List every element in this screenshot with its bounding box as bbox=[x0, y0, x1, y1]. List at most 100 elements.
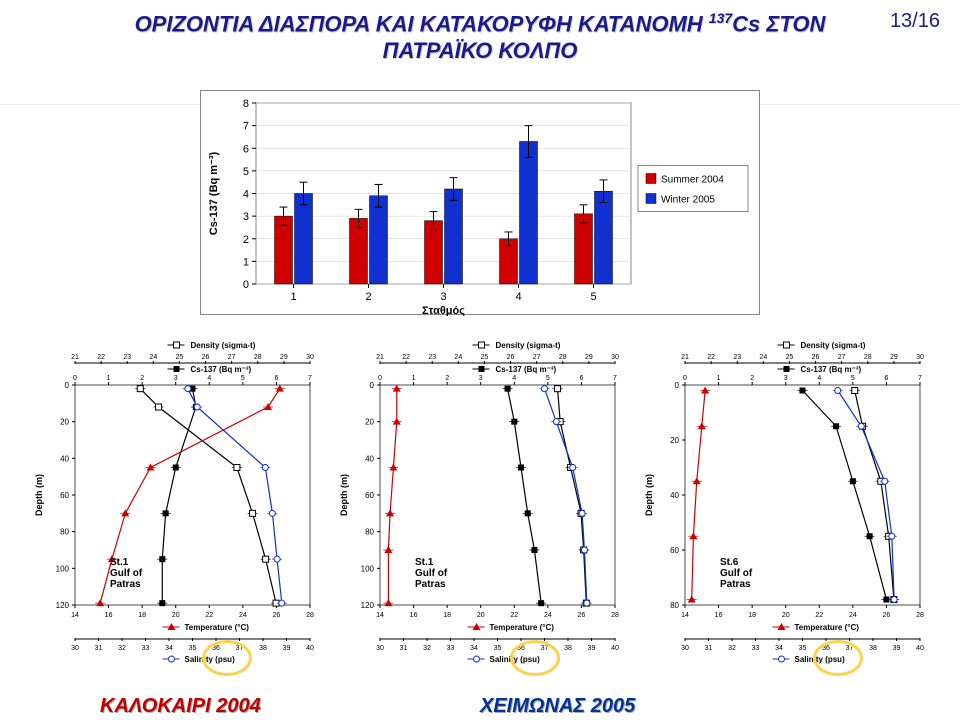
svg-text:80: 80 bbox=[365, 528, 374, 537]
svg-text:14: 14 bbox=[71, 612, 79, 619]
svg-text:4: 4 bbox=[207, 375, 211, 382]
main-bar-chart: 01234567812345Cs-137 (Bq m⁻³)ΣταθμόςSumm… bbox=[200, 90, 760, 315]
svg-text:40: 40 bbox=[611, 645, 619, 652]
svg-text:30: 30 bbox=[71, 645, 79, 652]
svg-text:20: 20 bbox=[365, 418, 374, 427]
svg-text:26: 26 bbox=[202, 354, 210, 361]
svg-text:28: 28 bbox=[306, 612, 314, 619]
svg-text:26: 26 bbox=[273, 612, 281, 619]
svg-text:33: 33 bbox=[142, 645, 150, 652]
svg-text:3: 3 bbox=[784, 375, 788, 382]
svg-text:40: 40 bbox=[365, 454, 374, 463]
svg-text:39: 39 bbox=[893, 645, 901, 652]
svg-text:14: 14 bbox=[376, 612, 384, 619]
svg-text:39: 39 bbox=[588, 645, 596, 652]
svg-text:23: 23 bbox=[733, 354, 741, 361]
svg-text:30: 30 bbox=[611, 354, 619, 361]
svg-text:3: 3 bbox=[440, 291, 446, 303]
svg-text:23: 23 bbox=[428, 354, 436, 361]
svg-text:0: 0 bbox=[683, 375, 687, 382]
svg-text:St.1: St.1 bbox=[415, 557, 434, 568]
svg-text:Depth (m): Depth (m) bbox=[644, 474, 654, 516]
svg-text:32: 32 bbox=[118, 645, 126, 652]
svg-text:Depth (m): Depth (m) bbox=[339, 474, 349, 516]
svg-text:26: 26 bbox=[883, 612, 891, 619]
svg-text:5: 5 bbox=[241, 375, 245, 382]
svg-text:St.6: St.6 bbox=[720, 557, 739, 568]
profile-1: 020406080100120Depth (m)2122232425262728… bbox=[30, 335, 320, 670]
svg-text:0: 0 bbox=[675, 381, 680, 390]
svg-text:Σταθμός: Σταθμός bbox=[422, 305, 465, 316]
svg-text:29: 29 bbox=[280, 354, 288, 361]
svg-text:24: 24 bbox=[759, 354, 767, 361]
svg-text:38: 38 bbox=[869, 645, 877, 652]
svg-text:35: 35 bbox=[799, 645, 807, 652]
svg-text:22: 22 bbox=[97, 354, 105, 361]
svg-text:Patras: Patras bbox=[720, 579, 751, 590]
svg-text:32: 32 bbox=[423, 645, 431, 652]
svg-text:40: 40 bbox=[670, 491, 679, 500]
svg-text:100: 100 bbox=[361, 564, 375, 573]
svg-text:25: 25 bbox=[176, 354, 184, 361]
svg-text:4: 4 bbox=[817, 375, 821, 382]
svg-text:31: 31 bbox=[400, 645, 408, 652]
svg-text:25: 25 bbox=[481, 354, 489, 361]
svg-text:20: 20 bbox=[477, 612, 485, 619]
svg-text:80: 80 bbox=[670, 601, 679, 610]
svg-text:18: 18 bbox=[138, 612, 146, 619]
highlight-oval-2 bbox=[510, 640, 560, 676]
svg-text:60: 60 bbox=[670, 546, 679, 555]
svg-text:21: 21 bbox=[681, 354, 689, 361]
svg-text:Cs-137 (Bq m⁻³): Cs-137 (Bq m⁻³) bbox=[496, 365, 557, 374]
svg-text:30: 30 bbox=[376, 645, 384, 652]
svg-text:23: 23 bbox=[123, 354, 131, 361]
svg-text:Gulf of: Gulf of bbox=[415, 568, 448, 579]
svg-text:28: 28 bbox=[254, 354, 262, 361]
svg-text:6: 6 bbox=[579, 375, 583, 382]
svg-text:20: 20 bbox=[172, 612, 180, 619]
svg-text:16: 16 bbox=[715, 612, 723, 619]
season-summer: ΚΑΛΟΚΑΙΡΙ 2004 bbox=[100, 695, 261, 718]
svg-text:Temperature (°C): Temperature (°C) bbox=[185, 623, 250, 632]
highlight-oval-3 bbox=[813, 640, 863, 676]
svg-text:32: 32 bbox=[728, 645, 736, 652]
svg-text:14: 14 bbox=[681, 612, 689, 619]
season-winter: ΧΕΙΜΩΝΑΣ 2005 bbox=[480, 695, 635, 718]
svg-text:1: 1 bbox=[290, 291, 296, 303]
svg-text:20: 20 bbox=[60, 418, 69, 427]
svg-text:28: 28 bbox=[559, 354, 567, 361]
svg-text:24: 24 bbox=[544, 612, 552, 619]
svg-text:Density (sigma-t): Density (sigma-t) bbox=[801, 341, 866, 350]
svg-text:2: 2 bbox=[243, 234, 249, 246]
svg-text:5: 5 bbox=[546, 375, 550, 382]
svg-text:120: 120 bbox=[56, 601, 70, 610]
svg-text:35: 35 bbox=[494, 645, 502, 652]
svg-text:Density (sigma-t): Density (sigma-t) bbox=[191, 341, 256, 350]
svg-text:Patras: Patras bbox=[110, 579, 141, 590]
svg-text:30: 30 bbox=[916, 354, 924, 361]
svg-text:2: 2 bbox=[750, 375, 754, 382]
svg-text:1: 1 bbox=[243, 256, 249, 268]
main-chart-svg: 01234567812345Cs-137 (Bq m⁻³)ΣταθμόςSumm… bbox=[201, 91, 761, 316]
svg-text:24: 24 bbox=[149, 354, 157, 361]
svg-text:Depth (m): Depth (m) bbox=[34, 474, 44, 516]
svg-text:3: 3 bbox=[479, 375, 483, 382]
svg-text:Patras: Patras bbox=[415, 579, 446, 590]
svg-text:18: 18 bbox=[443, 612, 451, 619]
svg-text:27: 27 bbox=[838, 354, 846, 361]
svg-text:1: 1 bbox=[412, 375, 416, 382]
svg-text:38: 38 bbox=[259, 645, 267, 652]
svg-text:34: 34 bbox=[775, 645, 783, 652]
svg-text:4: 4 bbox=[512, 375, 516, 382]
svg-text:6: 6 bbox=[243, 143, 249, 155]
svg-text:26: 26 bbox=[578, 612, 586, 619]
svg-text:26: 26 bbox=[812, 354, 820, 361]
svg-text:3: 3 bbox=[174, 375, 178, 382]
svg-text:Gulf of: Gulf of bbox=[110, 568, 143, 579]
svg-text:18: 18 bbox=[748, 612, 756, 619]
svg-text:28: 28 bbox=[864, 354, 872, 361]
svg-text:5: 5 bbox=[590, 291, 596, 303]
svg-text:0: 0 bbox=[370, 381, 375, 390]
svg-text:60: 60 bbox=[60, 491, 69, 500]
svg-text:6: 6 bbox=[274, 375, 278, 382]
